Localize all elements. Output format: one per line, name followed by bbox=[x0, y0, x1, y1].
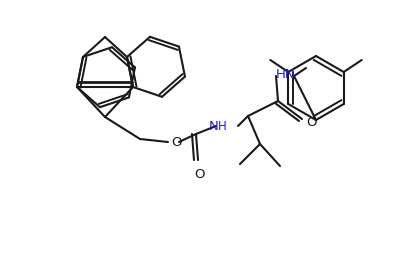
Text: O: O bbox=[305, 116, 316, 130]
Text: O: O bbox=[171, 136, 181, 149]
Text: O: O bbox=[194, 168, 205, 181]
Text: HN: HN bbox=[275, 68, 295, 81]
Text: H: H bbox=[218, 119, 226, 133]
Text: N: N bbox=[209, 119, 218, 133]
